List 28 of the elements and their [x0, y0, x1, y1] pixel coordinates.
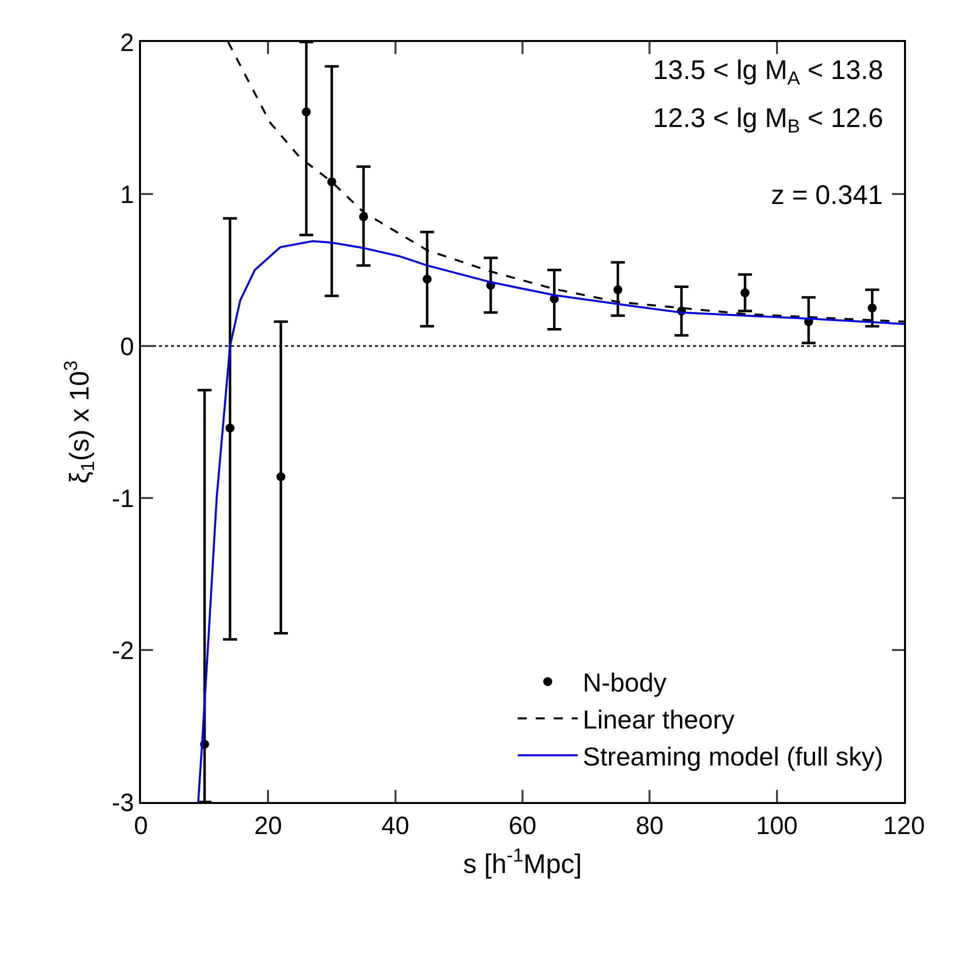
- x-tick-label: 120: [883, 812, 925, 840]
- annotation: 13.5 < lg M$_{A}$ < 13.8: [653, 55, 884, 90]
- point: [302, 107, 311, 116]
- y-tick-label: 1: [120, 180, 134, 209]
- annotation: 12.3 < lg M$_{B}$ < 12.6: [653, 103, 884, 138]
- point: [613, 285, 622, 294]
- x-axis-title: s [h$^{-1}$Mpc]: [463, 846, 582, 879]
- legend-label: Streaming model (full sky): [582, 741, 884, 772]
- point: [422, 274, 432, 284]
- legend-label: N-body: [582, 668, 667, 698]
- x-tick-label: 40: [381, 812, 410, 840]
- point: [868, 304, 877, 312]
- legend-label: Linear theory: [582, 704, 735, 735]
- y-tick-label: 2: [120, 28, 134, 57]
- point: [276, 472, 286, 482]
- annotation: z = 0.341: [771, 180, 883, 210]
- y-tick-label: -2: [112, 636, 134, 665]
- y-tick-label: -1: [112, 484, 134, 513]
- point: [226, 424, 235, 433]
- x-tick-label: 80: [636, 812, 664, 840]
- y-tick-label: -3: [112, 788, 134, 817]
- line-series: [197, 240, 904, 802]
- y-tick-label: 0: [120, 332, 134, 361]
- point: [740, 288, 750, 298]
- x-tick-label: 20: [254, 812, 282, 840]
- x-tick-label: 100: [756, 812, 798, 840]
- point: [327, 177, 336, 186]
- x-tick-label: 60: [508, 812, 536, 840]
